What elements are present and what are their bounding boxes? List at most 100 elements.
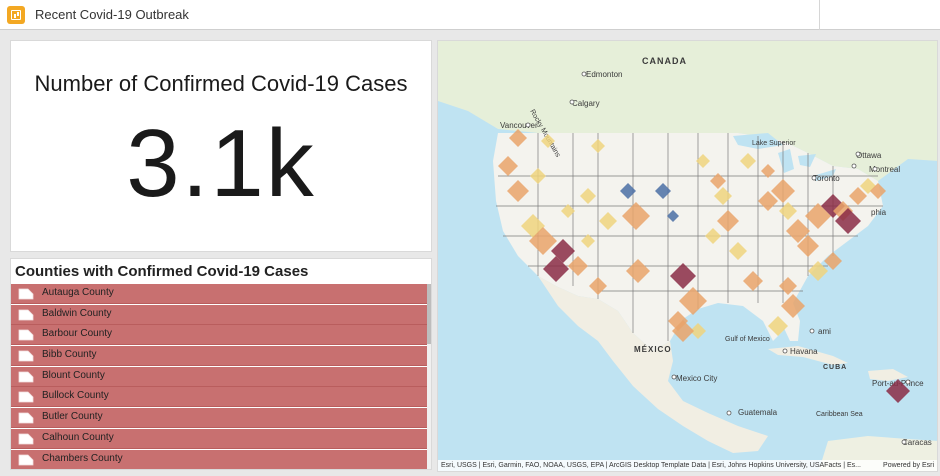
list-item-label: Calhoun County bbox=[42, 431, 114, 443]
case-symbol[interactable] bbox=[561, 204, 575, 218]
county-list[interactable]: Autauga County Baldwin County Barbour Coun… bbox=[11, 284, 429, 469]
case-symbol[interactable] bbox=[530, 168, 546, 184]
case-symbol[interactable] bbox=[710, 173, 726, 189]
case-symbol[interactable] bbox=[835, 208, 861, 234]
case-symbol[interactable] bbox=[543, 256, 569, 282]
list-item[interactable]: Autauga County bbox=[11, 284, 429, 304]
city-dot bbox=[782, 348, 788, 354]
lake-michigan bbox=[778, 149, 794, 173]
case-symbol[interactable] bbox=[761, 164, 775, 178]
case-symbol[interactable] bbox=[541, 134, 555, 148]
list-item[interactable]: Baldwin County bbox=[11, 304, 429, 325]
case-symbol[interactable] bbox=[529, 227, 557, 255]
case-symbol[interactable] bbox=[626, 259, 650, 283]
map-label-gulf: Gulf of Mexico bbox=[725, 336, 770, 343]
list-scrollbar-thumb[interactable] bbox=[427, 284, 431, 344]
mexico-land bbox=[538, 276, 768, 453]
case-symbol[interactable] bbox=[886, 379, 910, 403]
case-symbol[interactable] bbox=[824, 252, 842, 270]
map-label-toronto: Toronto bbox=[813, 174, 840, 183]
case-symbol[interactable] bbox=[655, 183, 671, 199]
case-symbol[interactable] bbox=[591, 139, 605, 153]
county-shape-icon bbox=[18, 371, 34, 383]
app-title: Recent Covid-19 Outbreak bbox=[35, 7, 189, 22]
map-label-calgary: Calgary bbox=[572, 99, 600, 108]
county-shape-icon bbox=[18, 433, 34, 445]
hispaniola-land bbox=[868, 369, 908, 381]
indicator-panel: Number of Confirmed Covid-19 Cases 3.1k bbox=[10, 40, 432, 252]
case-symbol[interactable] bbox=[509, 129, 527, 147]
list-item[interactable]: Bullock County bbox=[11, 387, 429, 408]
county-shape-icon bbox=[18, 309, 34, 321]
case-symbol[interactable] bbox=[717, 210, 739, 232]
case-symbol[interactable] bbox=[589, 277, 607, 295]
case-symbol[interactable] bbox=[740, 153, 756, 169]
case-symbol[interactable] bbox=[771, 179, 795, 203]
case-symbol[interactable] bbox=[781, 294, 805, 318]
map-label-vancouver: Vancouver bbox=[500, 121, 538, 130]
county-shape-icon bbox=[18, 412, 34, 424]
case-symbol[interactable] bbox=[696, 154, 710, 168]
list-scrollbar-track[interactable] bbox=[427, 284, 431, 469]
case-symbol[interactable] bbox=[729, 242, 747, 260]
map-label-montreal: Montreal bbox=[869, 165, 900, 174]
case-symbol[interactable] bbox=[507, 180, 529, 202]
lake-erie bbox=[813, 169, 836, 181]
case-symbol[interactable] bbox=[779, 277, 797, 295]
case-symbol[interactable] bbox=[779, 202, 797, 220]
list-item-label: Chambers County bbox=[42, 452, 123, 464]
list-item-label: Bullock County bbox=[42, 390, 109, 402]
case-symbol[interactable] bbox=[705, 228, 721, 244]
city-dot bbox=[851, 163, 857, 169]
city-dot bbox=[671, 374, 677, 380]
list-item[interactable]: Butler County bbox=[11, 408, 429, 429]
map-label-lake-superior: Lake Superior bbox=[752, 140, 796, 147]
case-symbol[interactable] bbox=[714, 187, 732, 205]
map-canvas[interactable]: CANADA Edmonton Calgary Vancouver Lake Super… bbox=[438, 41, 938, 472]
case-symbol[interactable] bbox=[743, 271, 763, 291]
canada-land bbox=[438, 41, 937, 181]
list-item[interactable]: Bibb County bbox=[11, 346, 429, 367]
case-symbol[interactable] bbox=[870, 183, 886, 199]
city-dot bbox=[525, 122, 531, 128]
case-symbol[interactable] bbox=[498, 156, 518, 176]
list-item-label: Butler County bbox=[42, 411, 103, 423]
map-panel[interactable]: CANADA Edmonton Calgary Vancouver Lake Super… bbox=[437, 40, 938, 472]
list-item[interactable]: Chambers County bbox=[11, 449, 429, 469]
case-symbol[interactable] bbox=[849, 187, 867, 205]
indicator-title: Number of Confirmed Covid-19 Cases bbox=[34, 71, 408, 96]
case-symbol[interactable] bbox=[667, 210, 679, 222]
county-shape-icon bbox=[18, 454, 34, 465]
city-dot bbox=[905, 379, 911, 385]
case-symbol[interactable] bbox=[622, 202, 650, 230]
list-item-label: Autauga County bbox=[42, 287, 114, 298]
case-symbol[interactable] bbox=[758, 191, 778, 211]
case-symbol[interactable] bbox=[620, 183, 636, 199]
case-symbol[interactable] bbox=[768, 316, 788, 336]
dashboard-app-icon bbox=[7, 6, 25, 24]
case-symbol[interactable] bbox=[568, 256, 588, 276]
case-symbol[interactable] bbox=[580, 188, 596, 204]
city-dot bbox=[569, 99, 575, 105]
case-symbol[interactable] bbox=[786, 219, 810, 243]
list-item[interactable]: Blount County bbox=[11, 366, 429, 387]
case-symbol[interactable] bbox=[581, 234, 595, 248]
powered-by-esri[interactable]: Powered by Esri bbox=[883, 462, 934, 469]
case-symbol[interactable] bbox=[599, 212, 617, 230]
list-title: Counties with Confirmed Covid-19 Cases bbox=[15, 263, 309, 280]
indicator-value: 3.1k bbox=[126, 110, 316, 217]
map-label-ottawa: Ottawa bbox=[856, 151, 882, 160]
case-symbol[interactable] bbox=[808, 261, 828, 281]
map-label-miami: ami bbox=[818, 327, 831, 336]
case-symbol[interactable] bbox=[670, 263, 696, 289]
case-symbol[interactable] bbox=[679, 287, 707, 315]
case-symbol[interactable] bbox=[672, 320, 694, 342]
list-item[interactable]: Barbour County bbox=[11, 325, 429, 346]
case-symbol[interactable] bbox=[797, 235, 819, 257]
attribution-text: Esri, USGS | Esri, Garmin, FAO, NOAA, US… bbox=[441, 462, 862, 469]
list-item[interactable]: Calhoun County bbox=[11, 428, 429, 449]
city-dot bbox=[855, 151, 861, 157]
title-bar-divider bbox=[819, 0, 820, 30]
list-item-label: Blount County bbox=[42, 369, 105, 381]
case-symbol[interactable] bbox=[690, 323, 706, 339]
